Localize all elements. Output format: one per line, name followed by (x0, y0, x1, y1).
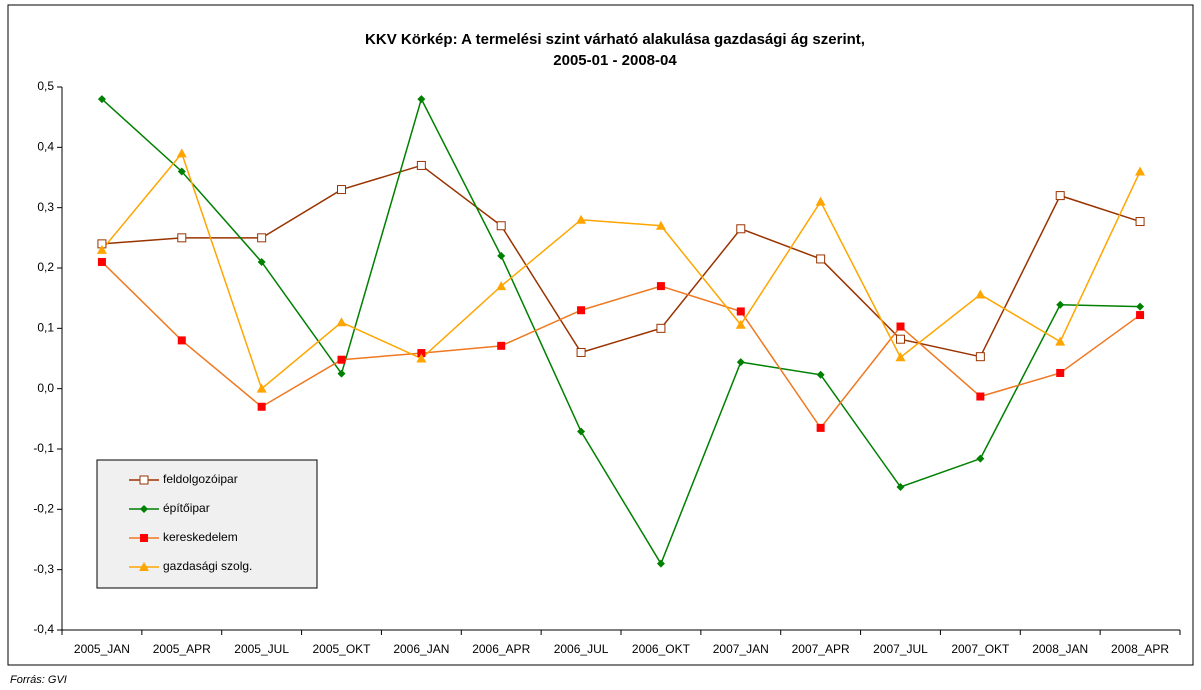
x-tick-label: 2005_JAN (74, 642, 130, 656)
y-tick-label: 0,5 (37, 79, 54, 93)
point (1135, 217, 1145, 227)
legend-label: kereskedelem (163, 530, 238, 544)
series-line (101, 97, 1141, 566)
point (975, 352, 985, 362)
point (976, 392, 985, 401)
x-tick-label: 2006_JUL (554, 642, 609, 656)
chart-title: KKV Körkép: A termelési szint várható al… (365, 31, 865, 48)
point (816, 423, 825, 432)
legend-label: gazdasági szolg. (163, 559, 252, 573)
y-tick-label: -0,2 (33, 502, 54, 516)
x-tick-label: 2005_JUL (234, 642, 289, 656)
point (337, 369, 346, 378)
point (1056, 300, 1065, 309)
series-line (101, 261, 1141, 430)
x-tick-label: 2005_APR (153, 642, 211, 656)
point (736, 224, 746, 234)
x-tick-label: 2005_OKT (312, 642, 371, 656)
point (1136, 302, 1145, 311)
point (816, 254, 826, 264)
point (257, 233, 267, 243)
point (497, 341, 506, 350)
point (1136, 311, 1145, 320)
y-tick-label: -0,3 (33, 562, 54, 576)
point (656, 559, 665, 568)
point (337, 185, 346, 195)
legend-label: feldolgozóipar (163, 472, 238, 486)
point (97, 95, 106, 104)
x-tick-label: 2006_APR (472, 642, 530, 656)
point (337, 355, 346, 364)
point (895, 352, 906, 362)
point (176, 148, 187, 158)
point (656, 282, 665, 291)
y-tick-label: -0,4 (33, 622, 54, 636)
y-tick-label: -0,1 (33, 441, 54, 455)
point (896, 483, 905, 492)
point (417, 95, 426, 104)
point (336, 317, 347, 327)
series-line (101, 164, 1141, 358)
y-tick-label: 0,1 (37, 321, 54, 335)
point (976, 454, 985, 463)
point (496, 221, 506, 231)
point (735, 319, 746, 329)
point (1135, 166, 1146, 176)
point (656, 323, 666, 333)
x-tick-label: 2008_JAN (1032, 642, 1088, 656)
point (896, 322, 905, 331)
x-tick-label: 2008_APR (1111, 642, 1169, 656)
legend-marker (139, 562, 149, 571)
y-tick-label: 0,3 (37, 200, 54, 214)
legend-marker (139, 475, 149, 485)
y-tick-label: 0,0 (37, 381, 54, 395)
point (416, 160, 426, 170)
point (417, 349, 426, 358)
point (416, 353, 427, 363)
point (497, 251, 506, 260)
point (816, 370, 825, 379)
point (896, 334, 905, 344)
point (1055, 336, 1066, 346)
point (736, 307, 745, 316)
point (736, 358, 745, 367)
y-tick-label: 0,4 (37, 140, 54, 154)
x-tick-label: 2006_OKT (632, 642, 691, 656)
point (96, 244, 107, 254)
x-tick-label: 2006_JAN (393, 642, 449, 656)
point (496, 281, 507, 291)
point (576, 347, 586, 357)
point (177, 167, 186, 176)
legend-marker (140, 534, 148, 542)
y-tick-label: 0,2 (37, 260, 54, 274)
point (97, 257, 106, 266)
legend-marker (140, 505, 148, 513)
point (177, 233, 187, 243)
point (1056, 368, 1065, 377)
point (815, 196, 826, 206)
point (177, 336, 186, 345)
legend-label: építőipar (163, 501, 210, 515)
x-tick-label: 2007_JUL (873, 642, 928, 656)
point (257, 402, 266, 411)
point (576, 214, 587, 224)
source: Forrás: GVI (10, 674, 67, 686)
point (577, 306, 586, 315)
point (1055, 191, 1065, 201)
point (257, 257, 266, 266)
chart-title: 2005-01 - 2008-04 (553, 52, 677, 69)
series-line (101, 151, 1141, 390)
x-tick-label: 2007_APR (792, 642, 850, 656)
point (256, 383, 267, 393)
point (655, 220, 666, 230)
x-tick-label: 2007_OKT (951, 642, 1010, 656)
x-tick-label: 2007_JAN (713, 642, 769, 656)
point (975, 289, 986, 299)
point (577, 427, 586, 436)
